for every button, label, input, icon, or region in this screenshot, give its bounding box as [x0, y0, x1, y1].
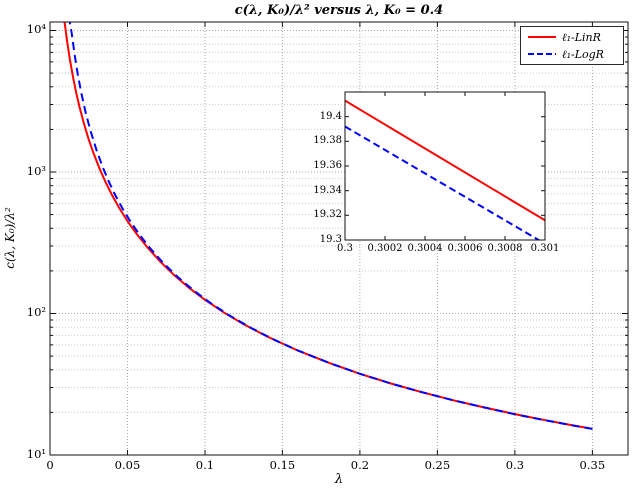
- legend-entry-logr: ℓ₁-LogR: [527, 47, 617, 61]
- axes-box: [49, 21, 629, 456]
- legend: ℓ₁-LinR ℓ₁-LogR: [520, 26, 624, 65]
- inset-axes: [344, 91, 546, 241]
- curve-ℓ₁-LogR: [68, 22, 593, 430]
- chart-title: c(λ, K₀)/λ² versus λ, K₀ = 0.4: [234, 3, 444, 18]
- legend-line-sample-dashed: [528, 53, 556, 55]
- inset-curve-ℓ₁-LinR: [345, 99, 545, 222]
- legend-line-sample-solid: [528, 36, 556, 38]
- legend-label: ℓ₁-LinR: [562, 30, 601, 44]
- y-minor-gridlines: [50, 36, 628, 413]
- axis-ticks: [49, 22, 628, 456]
- legend-label: ℓ₁-LogR: [562, 47, 604, 61]
- inset-curve-ℓ₁-LogR: [345, 125, 541, 240]
- inset-ticks: [344, 92, 546, 241]
- inset-background: [345, 92, 545, 240]
- legend-entry-linr: ℓ₁-LinR: [527, 30, 617, 44]
- x-axis-label: λ: [334, 472, 344, 487]
